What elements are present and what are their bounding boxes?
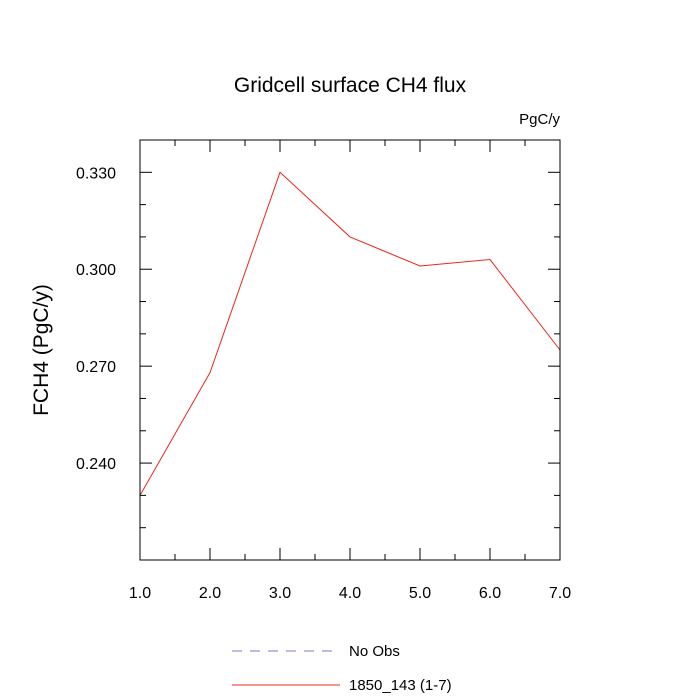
x-tick-label: 2.0 bbox=[199, 585, 221, 602]
legend-label-no-obs: No Obs bbox=[349, 643, 400, 660]
series-line-1850-143 bbox=[139, 171, 561, 496]
y-axis-label: FCH4 (PgC/y) bbox=[30, 284, 53, 416]
x-tick-label: 7.0 bbox=[549, 585, 571, 602]
y-tick-label: 0.330 bbox=[76, 165, 116, 182]
y-tick-label: 0.270 bbox=[76, 359, 116, 376]
axis-ticks bbox=[139, 139, 561, 561]
x-tick-label: 4.0 bbox=[339, 585, 361, 602]
units-label: PgC/y bbox=[519, 111, 560, 128]
chart-title: Gridcell surface CH4 flux bbox=[234, 74, 467, 97]
x-tick-label: 5.0 bbox=[409, 585, 431, 602]
plot-series bbox=[139, 171, 561, 496]
x-tick-label: 3.0 bbox=[269, 585, 291, 602]
tick-labels: 1.0 2.0 3.0 4.0 5.0 6.0 7.0 0.240 0.270 0.300 0.33… bbox=[76, 165, 571, 602]
y-tick-label: 0.240 bbox=[76, 456, 116, 473]
x-tick-label: 6.0 bbox=[479, 585, 501, 602]
legend-label-1850-143: 1850_143 (1-7) bbox=[349, 677, 452, 694]
y-tick-label: 0.300 bbox=[76, 262, 116, 279]
x-tick-label: 1.0 bbox=[129, 585, 151, 602]
plot-frame bbox=[139, 139, 561, 561]
legend: No Obs 1850_143 (1-7) bbox=[232, 643, 452, 694]
